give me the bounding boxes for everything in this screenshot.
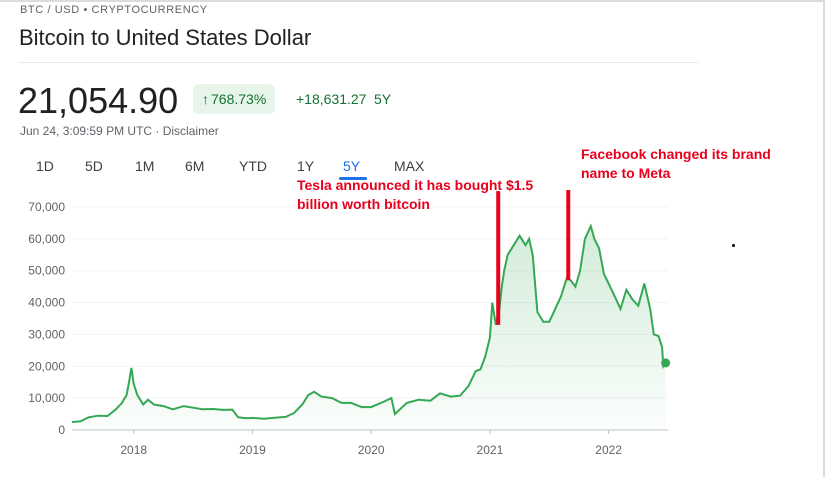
change-absolute: +18,631.27	[296, 91, 367, 107]
quote-timestamp: Jun 24, 3:09:59 PM UTC · Disclaimer	[20, 124, 219, 138]
x-tick-label: 2021	[477, 443, 504, 457]
change-percent-badge: ↑ 768.73%	[193, 84, 276, 114]
tab-1d[interactable]: 1D	[36, 158, 54, 174]
x-tick-label: 2019	[239, 443, 266, 457]
facebook-annotation: Facebook changed its brand name to Meta	[581, 145, 771, 183]
x-tick-label: 2022	[595, 443, 622, 457]
price-line	[71, 223, 667, 423]
tesla-annotation: Tesla announced it has bought $1.5 billi…	[297, 176, 533, 214]
breadcrumb: BTC / USD • CRYPTOCURRENCY	[20, 4, 208, 16]
y-tick-label: 30,000	[28, 327, 65, 341]
tesla-annotation-line-1: Tesla announced it has bought $1.5	[297, 177, 534, 193]
y-tick-label: 10,000	[28, 391, 65, 405]
tab-1m[interactable]: 1M	[135, 158, 155, 174]
y-tick-label: 60,000	[28, 232, 65, 246]
right-border	[823, 0, 825, 477]
x-tick-label: 2018	[120, 443, 147, 457]
tab-1y[interactable]: 1Y	[297, 158, 315, 174]
header-divider	[18, 62, 698, 63]
y-tick-label: 50,000	[28, 264, 65, 278]
stray-dot	[732, 244, 735, 247]
y-tick-label: 20,000	[28, 359, 65, 373]
x-tick-label: 2020	[358, 443, 385, 457]
arrow-up-icon: ↑	[202, 91, 209, 107]
current-value-dot	[661, 358, 671, 368]
facebook-annotation-line-2: name to Meta	[581, 165, 671, 181]
price-area	[72, 226, 666, 430]
change-percent-value: 768.73%	[211, 91, 267, 107]
tab-ytd[interactable]: YTD	[239, 158, 267, 174]
y-tick-label: 40,000	[28, 296, 65, 310]
tesla-annotation-line-2: billion worth bitcoin	[297, 196, 430, 212]
price-chart: 70,000 60,000 50,000 40,000 30,000 20,000 10,0…	[28, 190, 671, 457]
top-border	[0, 0, 825, 2]
tab-5d[interactable]: 5D	[85, 158, 103, 174]
current-price: 21,054.90	[18, 80, 179, 121]
tab-5y[interactable]: 5Y	[343, 158, 361, 174]
facebook-annotation-line-1: Facebook changed its brand	[581, 146, 771, 162]
page-title: Bitcoin to United States Dollar	[19, 25, 312, 50]
change-period: 5Y	[374, 91, 392, 107]
y-tick-label: 70,000	[28, 200, 65, 214]
tab-max[interactable]: MAX	[394, 158, 425, 174]
tab-6m[interactable]: 6M	[185, 158, 205, 174]
y-tick-label: 0	[58, 423, 65, 437]
active-tab-indicator	[339, 177, 367, 180]
